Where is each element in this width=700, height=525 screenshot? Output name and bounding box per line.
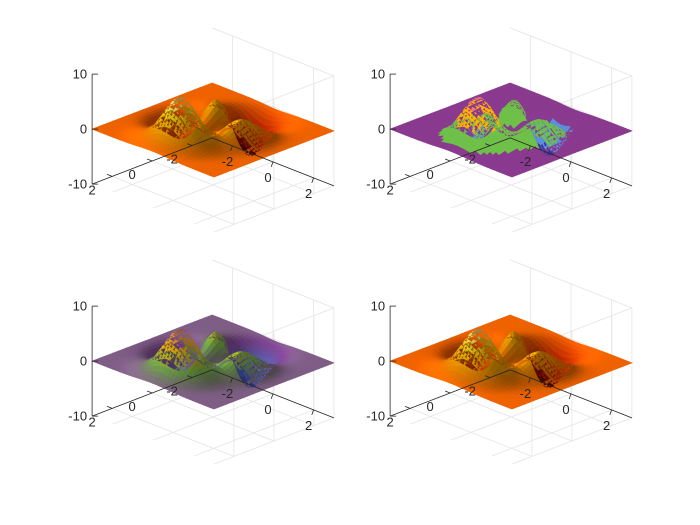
x-tick-label: -2 <box>520 154 532 169</box>
y-tick-label: 0 <box>128 399 135 414</box>
surface <box>389 82 633 178</box>
z-tick-label: -10 <box>366 177 385 192</box>
x-tick-label: 2 <box>305 186 312 201</box>
x-tick-label: 0 <box>264 402 271 417</box>
x-tick-label: 2 <box>603 186 610 201</box>
y-tick-label: 2 <box>88 182 95 197</box>
z-tick-label: 10 <box>73 299 87 314</box>
x-tick <box>270 161 274 168</box>
x-tick-label: 2 <box>305 418 312 433</box>
grid-line <box>511 185 633 233</box>
grid-line <box>509 27 633 77</box>
z-tick-label: 10 <box>73 67 87 82</box>
surface <box>91 82 335 178</box>
x-tick-label: -2 <box>222 154 234 169</box>
y-tick <box>146 390 153 394</box>
y-tick <box>186 143 193 146</box>
y-tick <box>106 406 113 409</box>
z-tick-label: 0 <box>378 122 385 137</box>
y-tick-label: 0 <box>128 167 135 182</box>
chart-panel-top-right: -2 0 2 2 0 -2 10 0 -10 <box>366 27 633 233</box>
y-tick-label: -2 <box>166 384 178 399</box>
x-tick-label: -2 <box>222 386 234 401</box>
z-tick-label: 0 <box>80 354 87 369</box>
chart-panel-bottom-left: -2 0 2 2 0 -2 10 0 -10 <box>68 259 335 465</box>
z-tick-label: 0 <box>80 122 87 137</box>
grid-line <box>111 176 235 225</box>
z-tick-label: -10 <box>68 409 87 424</box>
surface-patch <box>327 129 335 133</box>
y-tick <box>106 174 113 177</box>
grid-line <box>211 27 335 77</box>
y-tick-label: 0 <box>426 167 433 182</box>
z-tick-label: -10 <box>68 177 87 192</box>
x-tick-label: 0 <box>264 170 271 185</box>
y-tick <box>146 158 153 162</box>
y-tick-label: 2 <box>386 182 393 197</box>
z-tick-label: 10 <box>371 67 385 82</box>
x-tick <box>311 177 314 184</box>
x-tick-label: 0 <box>562 170 569 185</box>
y-tick-label: -2 <box>464 152 476 167</box>
y-tick <box>404 174 411 177</box>
y-tick <box>444 158 451 162</box>
surface <box>91 314 335 410</box>
chart-panel-top-left: -2 0 2 2 0 -2 10 0 -10 <box>68 27 335 233</box>
surface <box>389 314 633 410</box>
grid-line <box>409 176 533 225</box>
y-tick-label: 2 <box>88 414 95 429</box>
y-tick-label: -2 <box>166 152 178 167</box>
grid-line <box>213 185 335 233</box>
x-tick <box>230 145 233 152</box>
